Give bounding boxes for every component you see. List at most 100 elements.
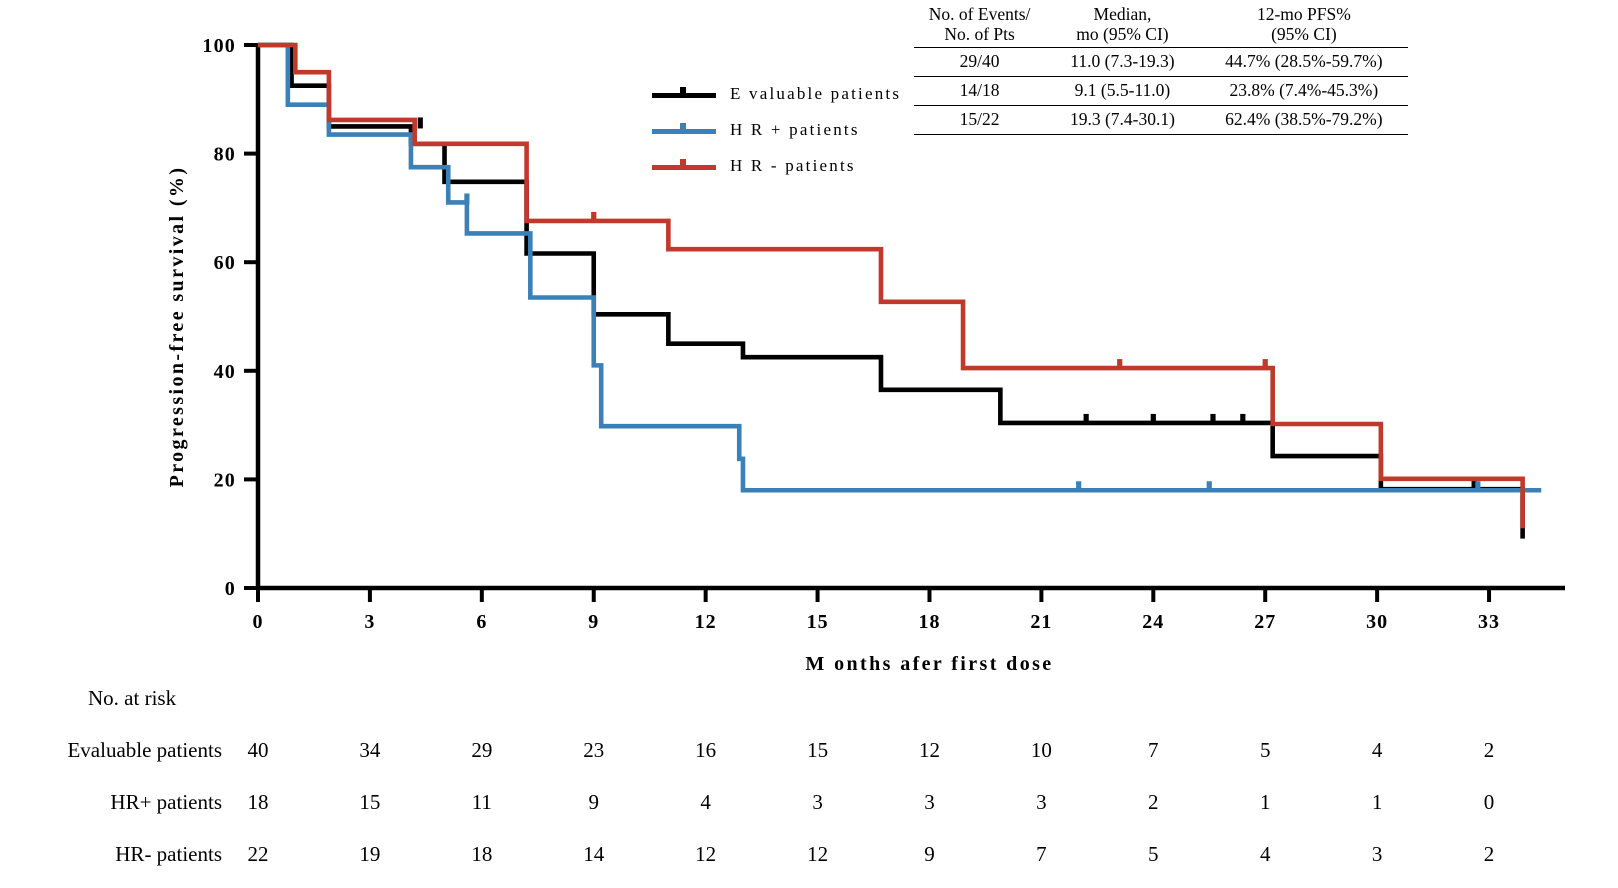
risk-value: 0 — [1483, 790, 1495, 814]
x-tick-label: 6 — [476, 611, 487, 633]
risk-value: 4 — [700, 790, 711, 814]
summary-cell-events: 14/18 — [914, 76, 1046, 107]
legend-swatch-hr-negative — [652, 159, 716, 173]
curve-hr-positive — [258, 42, 1542, 493]
risk-value: 3 — [1371, 842, 1383, 866]
legend-item-evaluable: E valuable patients — [652, 76, 922, 112]
risk-value: 3 — [1036, 790, 1047, 814]
x-tick-label: 18 — [918, 611, 940, 633]
risk-value: 2 — [1483, 842, 1495, 866]
risk-value: 3 — [812, 790, 823, 814]
legend-censor-tick-hr-positive — [680, 123, 686, 134]
legend-censor-tick-evaluable — [680, 87, 686, 98]
x-tick-label: 0 — [253, 611, 264, 633]
risk-row-evaluable: Evaluable patients 40 34 29 23 16 15 12 10 7 5 4 2 — [0, 728, 1618, 780]
summary-header-median: Median, mo (95% CI) — [1045, 4, 1200, 49]
curve-path-evaluable — [258, 42, 1525, 539]
risk-value: 2 — [1148, 790, 1159, 814]
x-tick-label: 33 — [1478, 611, 1500, 633]
summary-header-row: No. of Events/ No. of Pts Median, mo (95… — [914, 4, 1408, 49]
summary-row-evaluable: 29/40 11.0 (7.3-19.3) 44.7% (28.5%-59.7%… — [914, 47, 1408, 78]
km-chart-svg: 0 20 40 60 80 100 0 3 6 9 12 15 18 21 24 27 30 33 Progress… — [166, 35, 1565, 675]
risk-value: 15 — [807, 738, 829, 762]
risk-value: 7 — [1148, 738, 1159, 762]
chart-legend: E valuable patients H R + patients H R -… — [652, 76, 922, 184]
legend-item-hr-negative: H R - patients — [652, 148, 922, 184]
risk-row-label: HR- patients — [115, 842, 222, 866]
summary-cell-pfs12: 62.4% (38.5%-79.2%) — [1199, 105, 1408, 136]
summary-cell-events: 15/22 — [914, 105, 1046, 136]
summary-cell-pfs12: 44.7% (28.5%-59.7%) — [1199, 47, 1408, 78]
y-tick-label: 100 — [202, 35, 236, 57]
risk-value: 18 — [471, 842, 493, 866]
summary-cell-events: 29/40 — [914, 47, 1046, 78]
risk-value: 16 — [695, 738, 717, 762]
risk-value: 12 — [918, 738, 940, 762]
risk-value: 4 — [1259, 842, 1271, 866]
risk-value: 34 — [359, 738, 381, 762]
risk-value: 12 — [807, 842, 829, 866]
x-tick-label: 15 — [807, 611, 829, 633]
x-tick-label: 3 — [364, 611, 375, 633]
summary-cell-median: 19.3 (7.4-30.1) — [1045, 105, 1200, 136]
risk-value: 1 — [1259, 790, 1271, 814]
y-tick-label: 40 — [214, 361, 236, 383]
risk-row-label: Evaluable patients — [67, 738, 222, 762]
risk-table-title: No. at risk — [88, 686, 177, 710]
summary-statistics-table: No. of Events/ No. of Pts Median, mo (95… — [914, 4, 1408, 136]
y-axis-title: Progression-free survival (%) — [166, 166, 188, 488]
summary-row-hr-negative: 15/22 19.3 (7.4-30.1) 62.4% (38.5%-79.2%… — [914, 105, 1408, 136]
risk-value: 23 — [583, 738, 605, 762]
legend-label-evaluable: E valuable patients — [730, 84, 902, 103]
x-tick-label: 30 — [1366, 611, 1388, 633]
x-tick-label: 24 — [1142, 611, 1164, 633]
plot-area: 0 20 40 60 80 100 0 3 6 9 12 15 18 21 24 27 30 33 Progress… — [166, 35, 1565, 675]
risk-value: 5 — [1148, 842, 1159, 866]
legend-censor-tick-hr-negative — [680, 159, 686, 170]
number-at-risk-table: No. at risk Evaluable patients 40 34 29 23 1… — [0, 676, 1618, 884]
risk-value: 14 — [583, 842, 605, 866]
risk-value: 29 — [471, 738, 493, 762]
x-tick-label: 27 — [1254, 611, 1276, 633]
summary-cell-median: 9.1 (5.5-11.0) — [1045, 76, 1200, 107]
risk-row-hr-positive: HR+ patients 18 15 11 9 4 3 3 3 2 1 1 0 — [0, 780, 1618, 832]
curve-layer — [258, 42, 1542, 539]
summary-cell-pfs12: 23.8% (7.4%-45.3%) — [1199, 76, 1408, 107]
risk-value: 22 — [247, 842, 269, 866]
x-tick-label: 9 — [588, 611, 599, 633]
tick-label-layer: 0 20 40 60 80 100 0 3 6 9 12 15 18 21 24 27 30 33 Progress… — [166, 35, 1500, 675]
x-tick-label: 12 — [695, 611, 717, 633]
risk-value: 19 — [359, 842, 381, 866]
curve-evaluable — [258, 42, 1525, 539]
risk-row-hr-negative: HR- patients 22 19 18 14 12 12 9 7 5 4 3 2 — [0, 832, 1618, 884]
risk-value: 11 — [471, 790, 492, 814]
risk-value: 15 — [359, 790, 381, 814]
curve-path-hr-negative — [258, 42, 1525, 529]
y-tick-label: 80 — [214, 144, 236, 166]
summary-row-hr-positive: 14/18 9.1 (5.5-11.0) 23.8% (7.4%-45.3%) — [914, 76, 1408, 107]
risk-value: 2 — [1483, 738, 1495, 762]
x-tick-label: 21 — [1030, 611, 1052, 633]
summary-cell-median: 11.0 (7.3-19.3) — [1045, 47, 1200, 78]
risk-value: 7 — [1036, 842, 1047, 866]
y-tick-label: 20 — [214, 469, 236, 491]
risk-value: 9 — [924, 842, 935, 866]
summary-table-head: No. of Events/ No. of Pts Median, mo (95… — [914, 4, 1408, 49]
legend-label-hr-negative: H R - patients — [730, 156, 856, 175]
risk-value: 12 — [695, 842, 717, 866]
legend-item-hr-positive: H R + patients — [652, 112, 922, 148]
risk-value: 18 — [247, 790, 269, 814]
risk-value: 40 — [247, 738, 269, 762]
x-axis-title: M onths afer first dose — [805, 653, 1053, 675]
curve-path-hr-positive — [258, 42, 1542, 493]
risk-value: 3 — [924, 790, 935, 814]
risk-table-title-row: No. at risk — [0, 676, 1618, 728]
risk-value: 5 — [1259, 738, 1271, 762]
risk-value: 1 — [1371, 790, 1383, 814]
risk-row-label: HR+ patients — [110, 790, 222, 814]
risk-value: 10 — [1030, 738, 1052, 762]
summary-header-events: No. of Events/ No. of Pts — [914, 4, 1046, 49]
y-tick-label: 60 — [214, 252, 236, 274]
risk-value: 4 — [1371, 738, 1383, 762]
